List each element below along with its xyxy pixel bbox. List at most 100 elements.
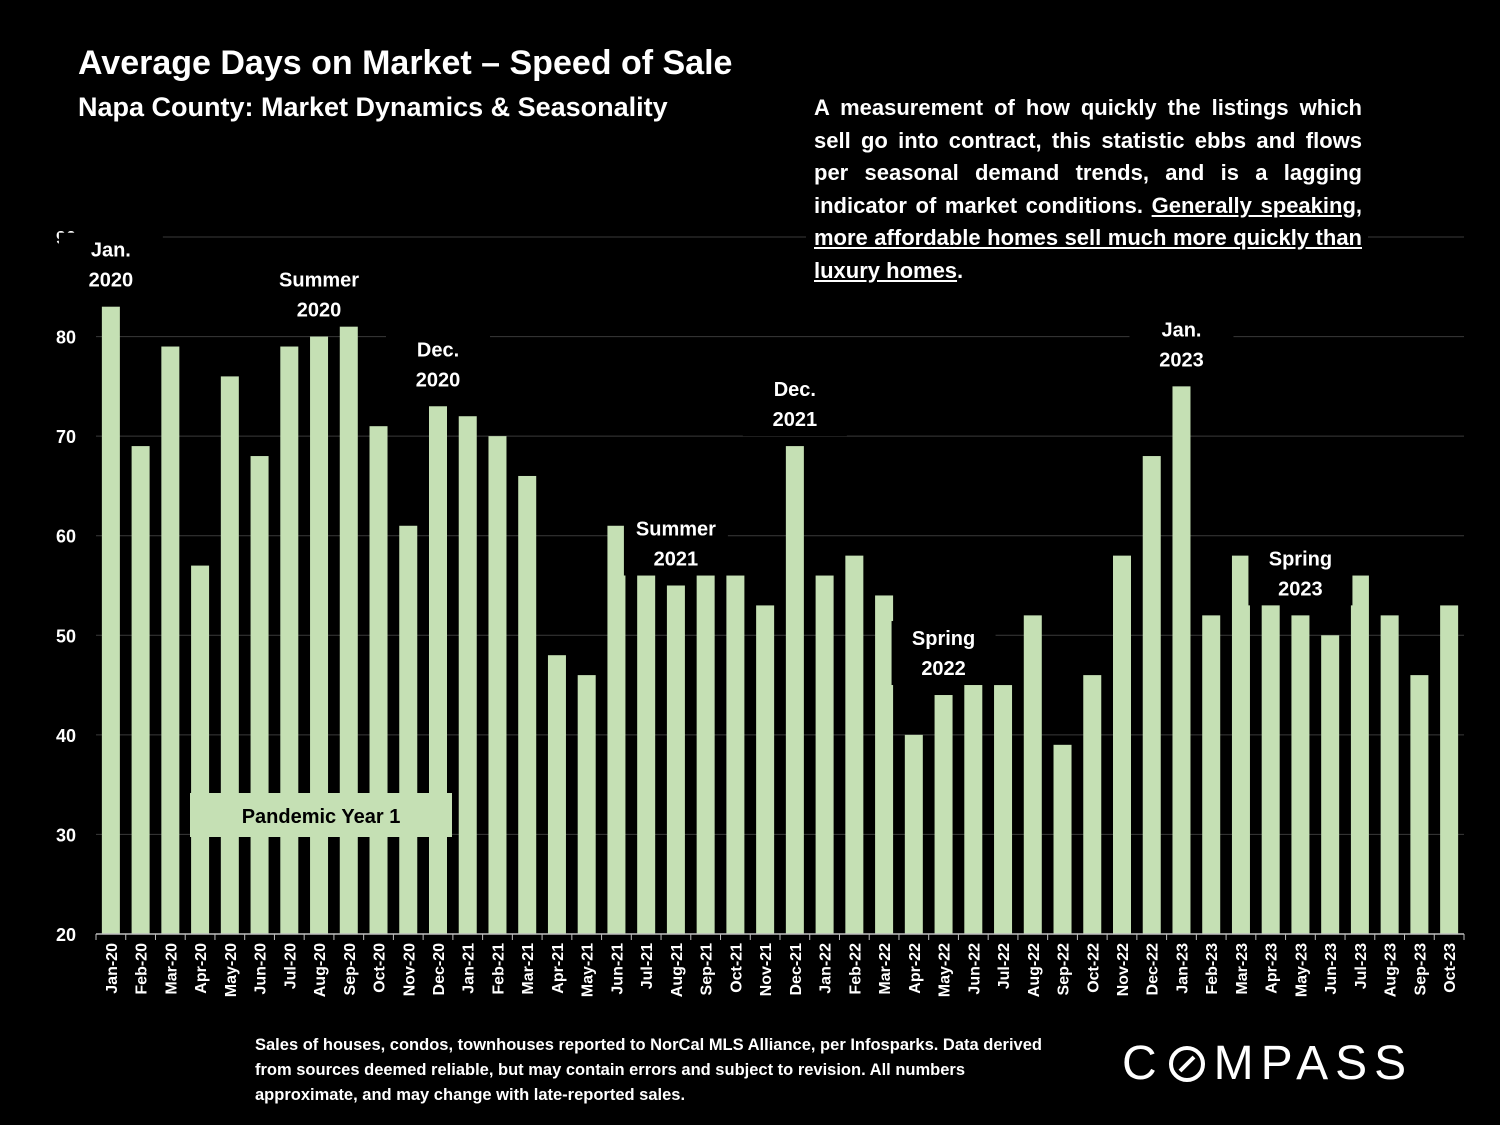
x-tick-label: Dec-22 (1145, 943, 1162, 996)
chart-title: Average Days on Market – Speed of Sale (78, 44, 733, 82)
x-tick-label: Feb-22 (847, 943, 864, 995)
x-tick-label: Oct-21 (728, 943, 745, 993)
annotation-line-2: 2021 (654, 549, 699, 571)
annotation-line-2: 2020 (297, 300, 342, 322)
bar-may-20 (220, 376, 239, 934)
bar-jan-22 (815, 575, 834, 934)
bar-aug-20 (310, 336, 329, 935)
bar-mar-23 (1231, 555, 1250, 934)
bar-feb-22 (845, 555, 864, 934)
bar-jul-23 (1350, 575, 1369, 934)
annotation-line-1: Spring (912, 628, 975, 650)
logo-text-before: C (1122, 1037, 1164, 1090)
y-tick-label: 30 (56, 825, 76, 845)
annotation-background (891, 621, 996, 686)
annotation-line-2: 2020 (89, 270, 134, 292)
pandemic-year-label: Pandemic Year 1 (242, 806, 401, 828)
bar-nov-21 (756, 605, 775, 934)
chart-subtitle: Napa County: Market Dynamics & Seasonali… (78, 92, 668, 122)
annotation-line-2: 2021 (773, 409, 818, 431)
x-tick-label: Jan-20 (104, 943, 121, 994)
x-tick-label: Jun-23 (1323, 943, 1340, 995)
description-text: A measurement of how quickly the listing… (806, 92, 1368, 291)
bar-jan-23 (1172, 386, 1191, 934)
annotation-line-2: 2023 (1278, 578, 1323, 600)
annotation-line-1: Dec. (774, 379, 816, 401)
x-tick-label: Oct-23 (1442, 943, 1459, 993)
x-tick-label: Aug-21 (669, 943, 686, 997)
x-tick-label: Mar-21 (520, 943, 537, 995)
y-tick-label: 50 (56, 626, 76, 646)
bar-jun-21 (607, 525, 626, 934)
x-tick-label: Nov-20 (401, 943, 418, 996)
bar-jan-20 (101, 306, 120, 934)
bar-mar-22 (875, 595, 894, 934)
bar-jun-20 (250, 456, 269, 934)
bar-jan-21 (458, 416, 477, 934)
bar-apr-20 (191, 565, 210, 934)
x-tick-label: Sep-21 (699, 943, 716, 996)
bar-apr-21 (547, 655, 566, 934)
x-tick-label: Feb-21 (490, 943, 507, 995)
pandemic-year-box (190, 793, 452, 837)
y-tick-label: 20 (56, 925, 76, 945)
description-main: A measurement of how quickly the listing… (814, 95, 1362, 218)
bar-jul-21 (637, 575, 656, 934)
bar-aug-23 (1380, 615, 1399, 934)
annotation-background (1129, 312, 1234, 377)
bar-jul-22 (994, 685, 1013, 934)
bar-apr-23 (1261, 575, 1280, 934)
x-tick-label: Mar-22 (877, 943, 894, 995)
annotation-background (623, 511, 728, 576)
x-tick-label: Nov-22 (1115, 943, 1132, 996)
bar-dec-22 (1142, 456, 1161, 934)
annotation-background (1248, 541, 1353, 606)
annotation-line-1: Dec. (417, 339, 459, 361)
x-tick-label: Jun-20 (253, 943, 270, 995)
bar-feb-21 (488, 436, 507, 934)
bar-mar-20 (161, 346, 180, 934)
x-tick-label: May-22 (937, 943, 954, 997)
annotation-line-1: Spring (1269, 548, 1332, 570)
x-tick-label: May-20 (223, 943, 240, 997)
bar-oct-23 (1440, 605, 1459, 934)
bar-aug-21 (666, 585, 685, 934)
x-tick-label: Jul-23 (1353, 943, 1370, 989)
bar-nov-20 (399, 525, 418, 934)
x-tick-label: Apr-23 (1264, 943, 1281, 994)
x-tick-label: Mar-20 (163, 943, 180, 995)
x-tick-label: Nov-21 (758, 943, 775, 996)
bar-jun-23 (1321, 635, 1340, 934)
x-tick-label: Aug-20 (312, 943, 329, 997)
x-tick-label: Jul-22 (996, 943, 1013, 989)
description-end: . (957, 257, 964, 283)
x-tick-label: Apr-22 (907, 943, 924, 994)
bar-jun-22 (964, 665, 983, 934)
annotation-background (58, 232, 163, 297)
bar-sep-21 (696, 575, 715, 934)
x-tick-label: Dec-21 (788, 943, 805, 996)
x-tick-label: Sep-22 (1056, 943, 1073, 996)
annotation-line-2: 2020 (416, 369, 461, 391)
annotation-line-2: 2023 (1159, 349, 1204, 371)
bar-nov-22 (1113, 555, 1131, 934)
compass-o-icon (1168, 1045, 1205, 1082)
bar-sep-20 (339, 326, 358, 935)
annotation-line-1: Jan. (91, 240, 131, 262)
x-tick-label: Oct-20 (372, 943, 389, 993)
logo-text-after: MPASS (1213, 1037, 1414, 1090)
bar-mar-21 (518, 475, 537, 934)
annotation-line-2: 2022 (921, 658, 966, 680)
bar-oct-22 (1083, 675, 1102, 934)
y-tick-label: 60 (56, 527, 76, 547)
description-underlined: Generally speaking, more affordable home… (814, 192, 1363, 283)
bar-feb-23 (1202, 615, 1221, 934)
bar-may-21 (577, 675, 596, 934)
x-tick-label: May-21 (580, 943, 597, 997)
x-tick-label: May-23 (1293, 943, 1310, 997)
x-tick-label: Feb-20 (134, 943, 151, 995)
x-tick-label: Oct-22 (1085, 943, 1102, 993)
annotation-background (267, 262, 372, 327)
y-tick-label: 70 (56, 427, 76, 447)
x-tick-label: Apr-20 (193, 943, 210, 994)
